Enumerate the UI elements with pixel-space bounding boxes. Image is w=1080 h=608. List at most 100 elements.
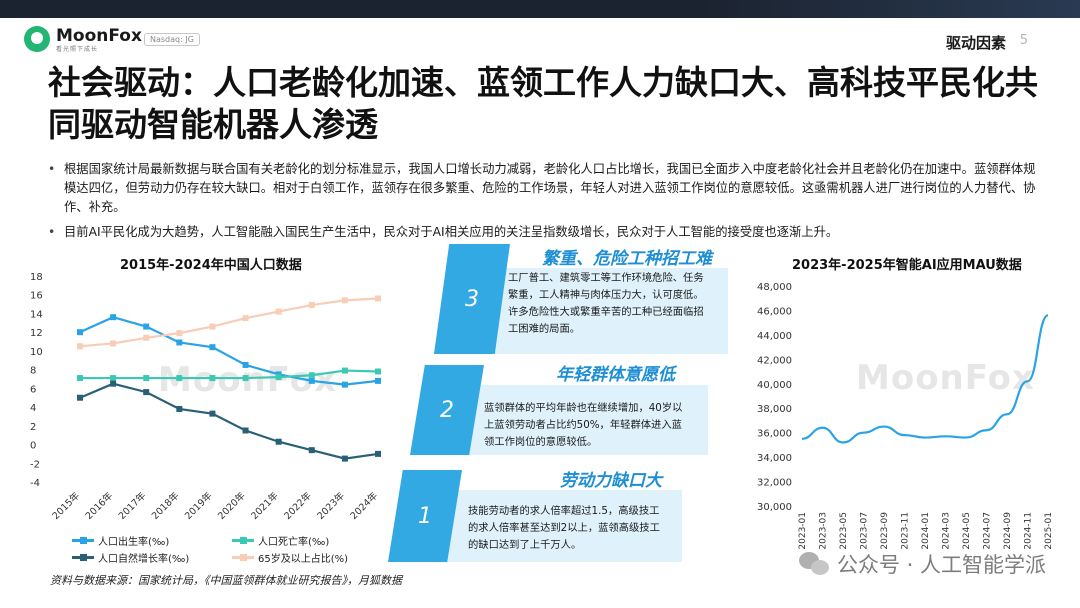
y-tick-label: 8 [30, 366, 36, 377]
data-point [110, 375, 117, 382]
x-tick-label: 2021年 [248, 489, 281, 522]
data-point [341, 455, 348, 462]
data-point [77, 394, 83, 401]
y-tick-label: 16 [30, 291, 43, 302]
data-point [77, 375, 83, 382]
x-tick-label: 2023-07 [860, 512, 870, 550]
data-point [242, 427, 249, 434]
y-tick-label: 44,000 [757, 331, 792, 342]
x-tick-label: 2023-09 [880, 512, 890, 550]
series-line [79, 316, 379, 386]
top-bar [0, 0, 1080, 18]
legend-label: 人口死亡率(‰) [258, 537, 330, 548]
moonfox-logo-icon [24, 26, 50, 52]
y-tick-label: 14 [30, 309, 43, 320]
data-point [242, 375, 249, 382]
x-tick-label: 2023-05 [839, 512, 849, 550]
data-point [275, 438, 282, 445]
data-point [176, 330, 183, 337]
x-tick-label: 2024-11 [1024, 512, 1034, 550]
wechat-icon [798, 552, 829, 576]
panel-number-1: 1 [388, 470, 462, 562]
data-point [110, 340, 117, 347]
x-tick-label: 2020年 [215, 489, 248, 522]
data-point [209, 323, 216, 330]
data-point [308, 447, 315, 454]
data-point [308, 302, 315, 309]
series-line [79, 382, 379, 460]
legend-item-natural-growth: 人口自然增长率(‰) [72, 550, 189, 565]
left-chart-title: 2015年-2024年中国人口数据 [120, 258, 302, 273]
x-tick-label: 2024-03 [942, 512, 952, 550]
x-tick-label: 2023-03 [819, 512, 829, 550]
right-chart-title: 2023年-2025年智能AI应用MAU数据 [792, 258, 1022, 273]
panel-number-2: 2 [410, 365, 484, 455]
legend-item-65-plus: 65岁及以上占比(%) [232, 550, 348, 565]
y-tick-label: 38,000 [757, 404, 792, 415]
section-label: 驱动因素 [945, 34, 1006, 52]
y-tick-label: 46,000 [757, 306, 792, 317]
x-tick-label: 2025-01 [1044, 512, 1054, 550]
panel-text-3: 工厂普工、建筑零工等工作环境危险、任务繁重，工人精神与肉体压力大，认可度低。许多… [508, 272, 704, 335]
x-tick-label: 2024-07 [983, 512, 993, 550]
data-point [375, 368, 381, 375]
x-tick-label: 2024年 [348, 489, 381, 522]
data-point [77, 343, 83, 350]
x-tick-label: 2023年 [315, 489, 348, 522]
data-point [143, 389, 150, 396]
data-point [143, 375, 150, 382]
data-point [375, 377, 381, 384]
series-line [80, 369, 379, 380]
legend-swatch [232, 537, 254, 544]
x-tick-label: 2019年 [182, 489, 215, 522]
y-tick-label: 32,000 [757, 478, 792, 489]
y-tick-label: 0 [30, 441, 36, 452]
y-tick-label: 10 [30, 347, 43, 358]
data-point [176, 405, 183, 412]
legend-swatch [232, 554, 254, 561]
panel-title-2: 年轻群体意愿低 [556, 365, 675, 385]
y-tick-label: 34,000 [757, 453, 792, 464]
y-tick-label: 40,000 [757, 380, 792, 391]
data-point [209, 410, 216, 417]
y-tick-label: 6 [30, 384, 36, 395]
y-tick-label: -4 [30, 478, 40, 489]
series-line [79, 297, 379, 348]
data-point [77, 329, 83, 336]
data-point [341, 381, 348, 388]
x-tick-label: 2022年 [282, 489, 315, 522]
y-tick-label: 36,000 [757, 429, 792, 440]
x-tick-label: 2017年 [116, 489, 149, 522]
panel-title-1: 劳动力缺口大 [560, 471, 662, 491]
panel-2 [436, 385, 708, 455]
data-point [308, 372, 315, 379]
legend-label: 人口出生率(‰) [98, 537, 170, 548]
x-tick-label: 2015年 [50, 489, 83, 522]
data-point [375, 450, 381, 457]
y-tick-label: 12 [30, 328, 43, 339]
y-tick-label: 42,000 [757, 355, 792, 366]
y-tick-label: -2 [30, 459, 40, 470]
page-title: 社会驱动：人口老龄化加速、蓝领工作人力缺口大、高科技平民化共同驱动智能机器人渗透 [48, 63, 1038, 144]
legend-label: 人口自然增长率(‰) [98, 554, 190, 565]
series-line [801, 314, 1049, 444]
mau-line-chart: 30,000 32,000 34,000 36,000 38,000 40,000 42,0… [757, 282, 1054, 550]
panel-title-3: 繁重、危险工种招工难 [542, 249, 712, 269]
data-source-note: 资料与数据来源：国家统计局，《中国蓝领群体就业研究报告》，月狐数据 [50, 574, 402, 587]
data-point [341, 297, 348, 304]
data-point [209, 344, 216, 351]
bullet-list: 根据国家统计局最新数据与联合国有关老龄化的划分标准显示，我国人口增长动力减弱，老… [48, 160, 1040, 248]
y-tick-label: 30,000 [757, 502, 792, 513]
data-point [176, 375, 183, 382]
y-tick-label: 48,000 [757, 282, 792, 293]
data-point [242, 315, 249, 322]
data-point [308, 377, 315, 384]
legend-swatch [72, 554, 94, 561]
data-point [143, 334, 150, 341]
logo-tagline: 看光照下成长 [56, 46, 99, 53]
wechat-watermark: 公众号 · 人工智能学派 [798, 549, 1046, 579]
moonfox-logo: MoonFox 看光照下成长 [24, 26, 142, 54]
data-point [110, 380, 117, 387]
panel-1 [412, 490, 682, 562]
